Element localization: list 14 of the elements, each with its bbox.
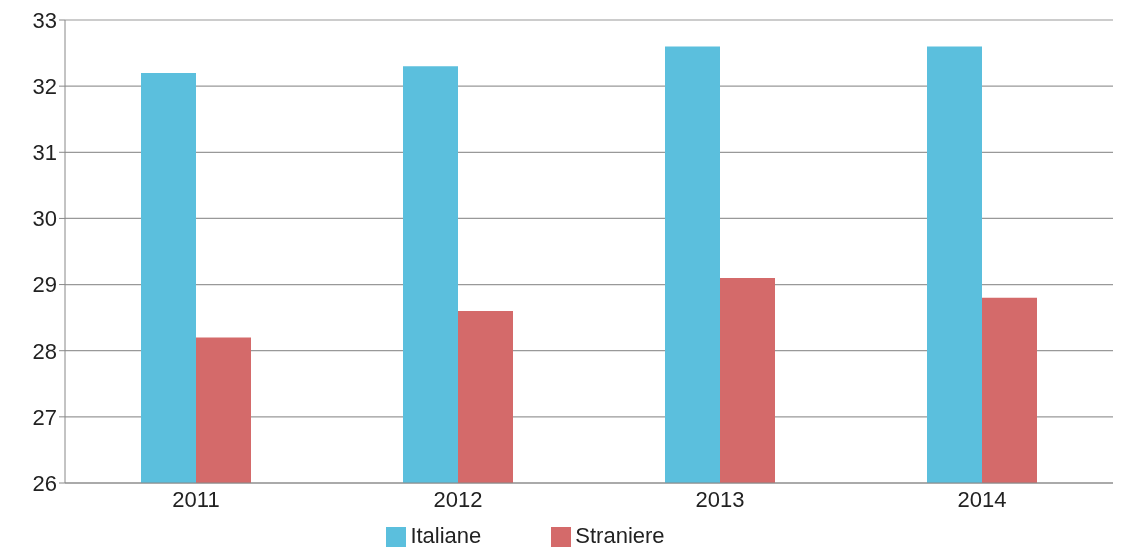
- x-tick-label: 2014: [957, 486, 1007, 512]
- x-tick-label: 2012: [433, 486, 483, 512]
- y-tick-label: 32: [32, 73, 57, 99]
- y-tick-label: 27: [32, 404, 57, 430]
- y-tick-label: 28: [32, 338, 57, 364]
- legend-label: Straniere: [575, 523, 665, 548]
- x-tick-label: 2011: [172, 486, 220, 512]
- y-tick-label: 26: [32, 470, 57, 496]
- y-tick-label: 31: [32, 140, 57, 166]
- x-tick-label: 2013: [695, 486, 745, 512]
- legend-label: Italiane: [410, 523, 482, 548]
- y-tick-label: 29: [32, 272, 57, 298]
- y-tick-label: 30: [32, 206, 57, 232]
- y-tick-label: 33: [32, 7, 57, 33]
